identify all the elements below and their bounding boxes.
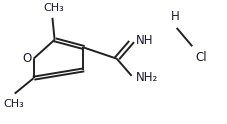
Text: H: H xyxy=(170,10,179,23)
Text: Cl: Cl xyxy=(194,51,206,64)
Text: NH: NH xyxy=(135,34,153,47)
Text: CH₃: CH₃ xyxy=(3,99,24,109)
Text: O: O xyxy=(23,52,32,65)
Text: CH₃: CH₃ xyxy=(43,3,64,13)
Text: NH₂: NH₂ xyxy=(135,71,157,84)
